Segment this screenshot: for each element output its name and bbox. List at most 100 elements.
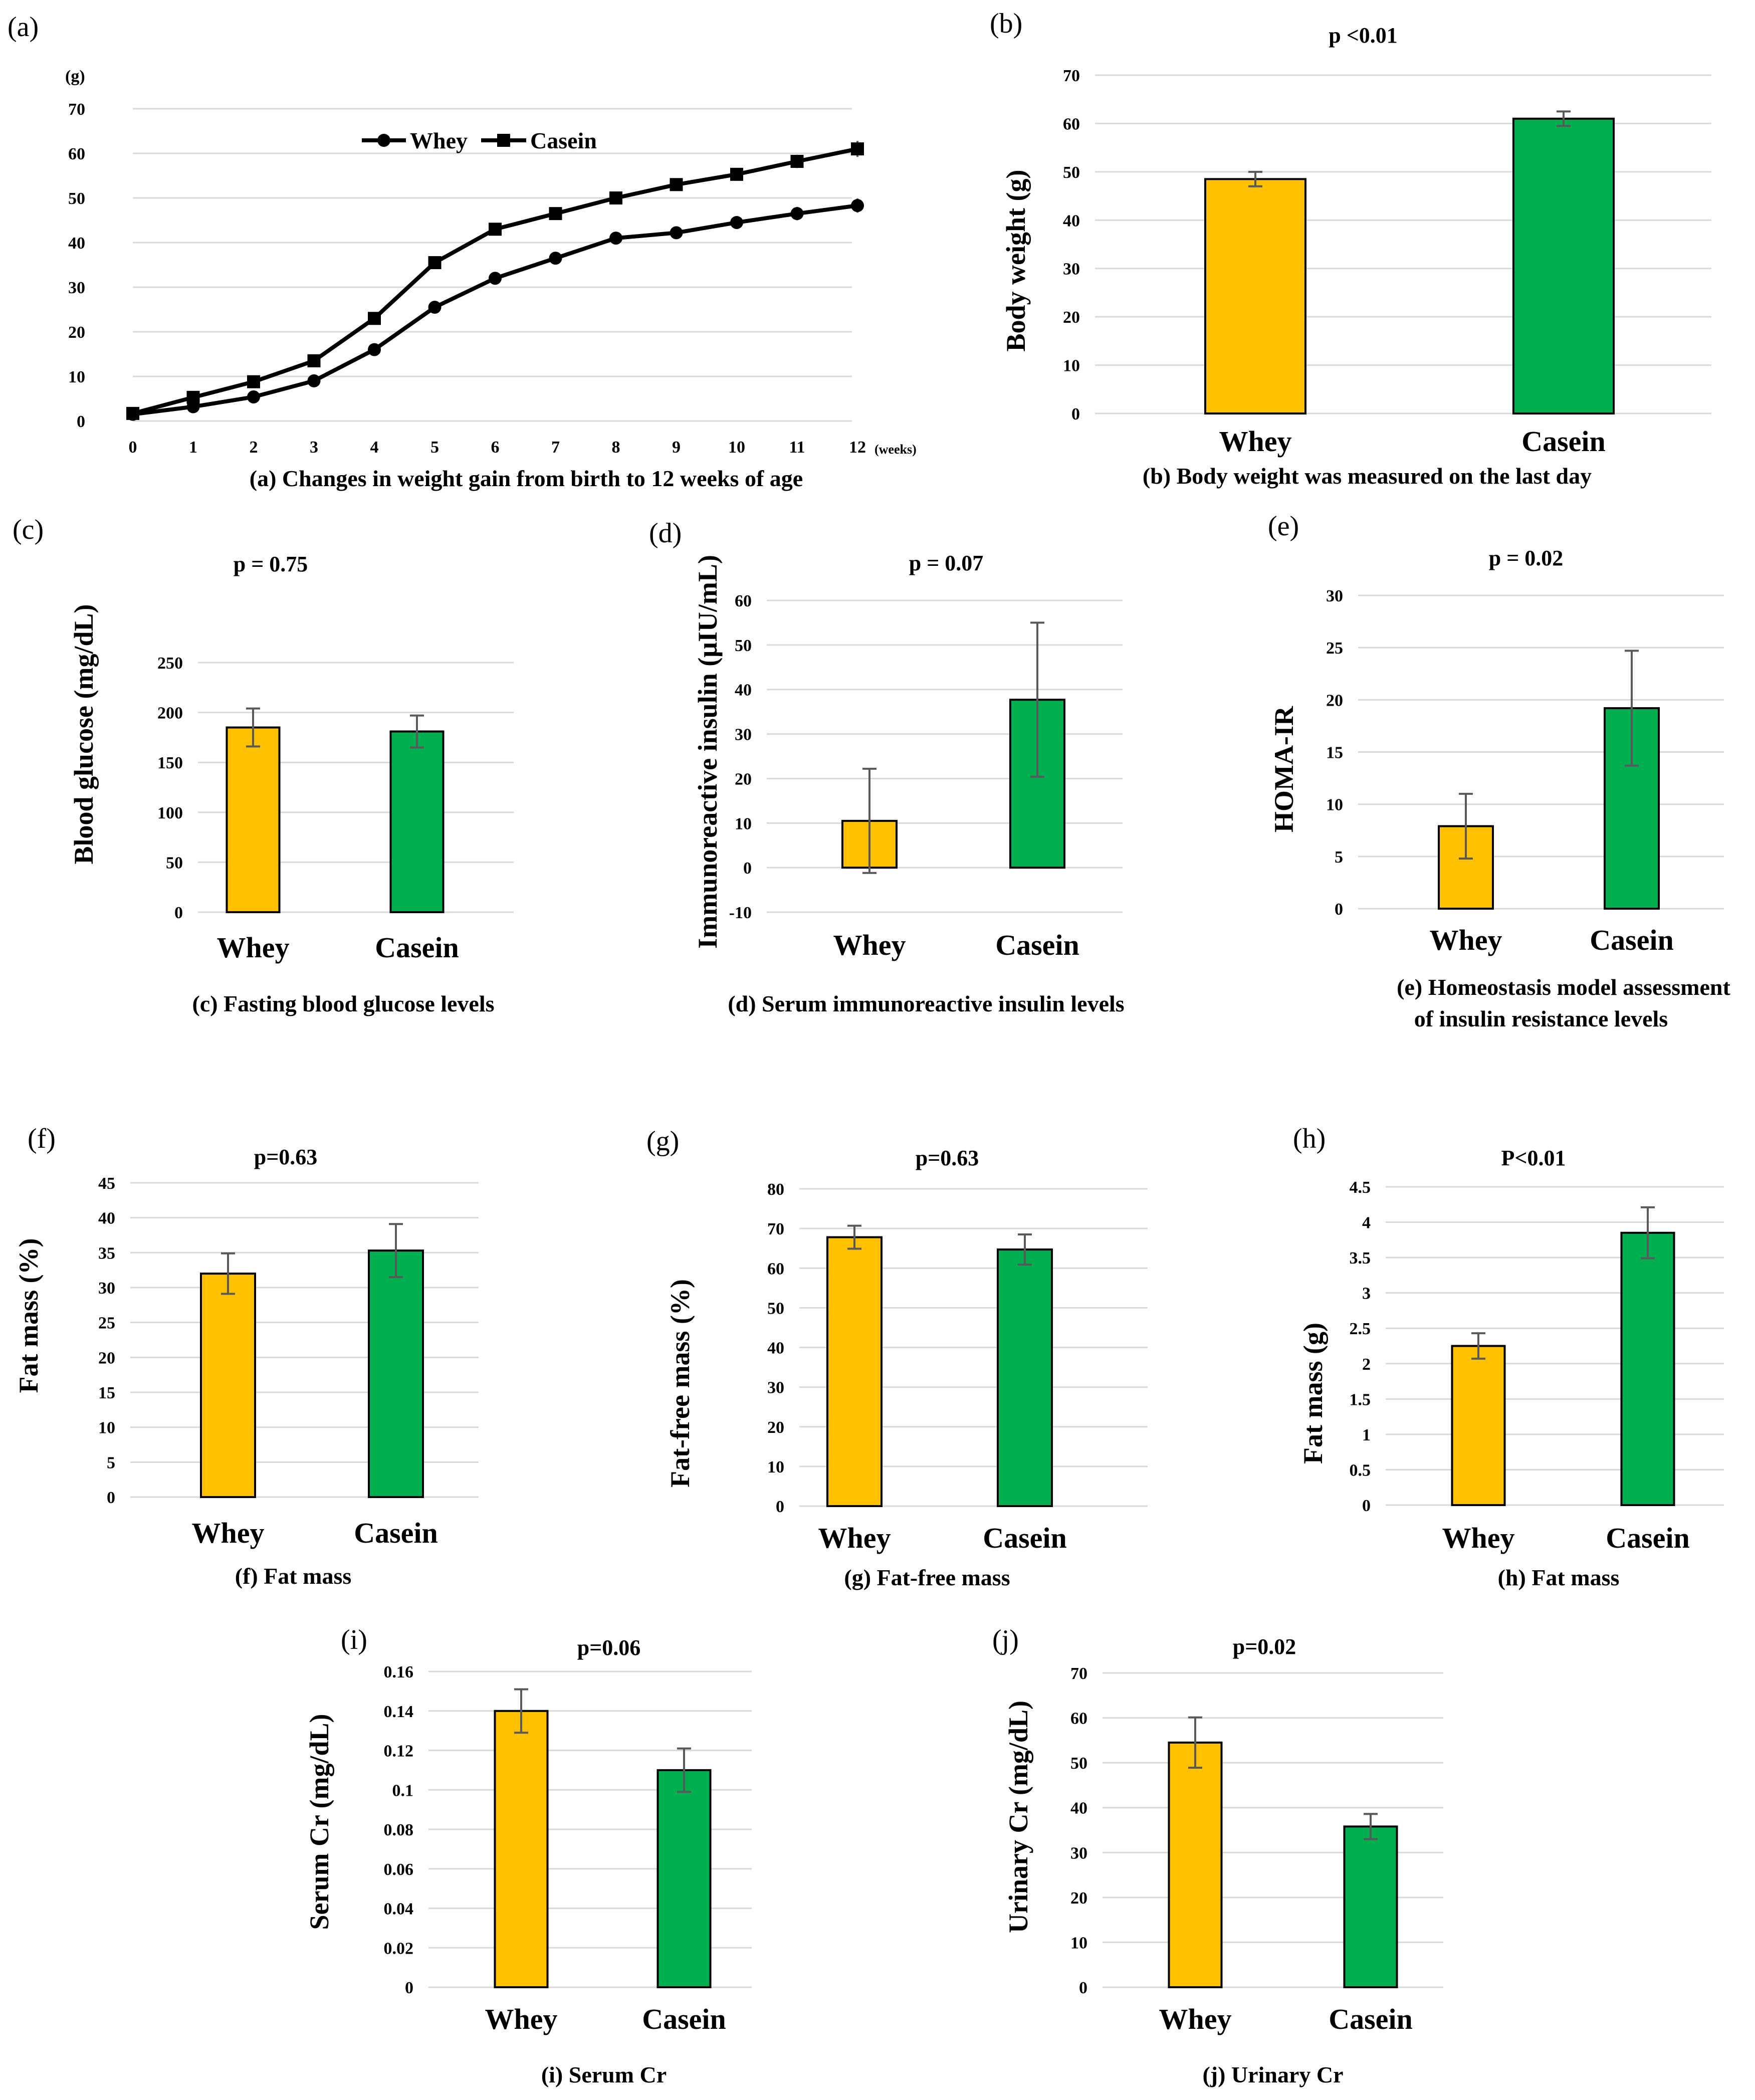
category-label: Casein [1329,2003,1413,2035]
caption: (c) Fasting blood glucose levels [192,991,494,1016]
y-tick-label: 0 [174,904,183,922]
y-tick-label: 30 [1063,260,1080,279]
y-tick-label: 15 [1326,744,1343,762]
y-tick-label: 0 [107,1489,115,1507]
panel-d: (d) p = 0.07 -10 0 10 20 30 40 50 60 Immunoreactiv… [649,518,1125,1016]
y-tick-label: 10 [735,814,752,833]
y-tick-label: 0.14 [384,1703,414,1721]
y-tick-label: 25 [1326,639,1343,658]
panel-b: (b) p <0.01 0 10 20 30 40 50 60 70 Body weight (g)… [990,8,1711,489]
bar-whey [226,726,281,913]
data-point [609,191,622,204]
data-point [368,343,381,356]
y-tick-label: 0.08 [384,1821,414,1839]
bar-casein [1512,117,1615,415]
category-label: Whey [818,1522,891,1554]
caption: (g) Fat-free mass [844,1565,1010,1590]
category-label: Whey [1430,924,1502,956]
x-tick-label: 7 [551,438,560,457]
panel-j: (j) p=0.02 0 10 20 30 40 50 60 70 Urinary Cr (mg/d… [992,1624,1443,2087]
category-label: Whey [1159,2003,1232,2035]
y-tick-label: 4 [1362,1214,1371,1232]
data-point [186,390,200,404]
category-label: Casein [642,2003,726,2035]
y-tick-label: 45 [98,1174,115,1193]
y-tick-label: 250 [157,654,183,673]
panel-i: (i) p=0.06 0 0.02 0.04 0.06 0.08 0.1 0.12 0.14 0.1… [304,1624,752,2087]
data-point [428,256,442,270]
y-tick-label: 0 [1362,1497,1371,1515]
y-unit-label: (g) [65,67,85,86]
x-tick-label: 2 [250,438,258,457]
category-label: Casein [1606,1522,1690,1554]
p-value: p=0.06 [577,1635,641,1660]
y-tick-label: 100 [157,804,183,822]
bar-whey [1451,1345,1506,1506]
y-tick-label: 50 [735,637,752,655]
y-axis-title: Fat mass (%) [14,1238,44,1393]
y-tick-label: 2.5 [1350,1320,1371,1338]
bar-whey [494,1710,549,1988]
y-tick-label: 30 [98,1279,115,1298]
y-tick-label: 4.5 [1350,1178,1371,1197]
y-tick-label: 0.12 [384,1742,414,1761]
caption: (f) Fat mass [235,1563,352,1589]
caption: (d) Serum immunoreactive insulin levels [728,991,1124,1016]
category-label: Casein [354,1517,438,1549]
panel-label: (e) [1268,511,1299,542]
y-tick-label: 2 [1362,1355,1371,1374]
y-axis-title: Fat mass (g) [1298,1323,1328,1464]
data-point [307,374,321,387]
data-point [730,167,743,181]
x-tick-label: 5 [430,438,439,457]
y-axis-title: HOMA-IR [1269,706,1299,832]
caption-line-2: of insulin resistance levels [1414,1006,1668,1031]
panel-e: (e) p = 0.02 0 5 10 15 20 25 30 HOMA-IR Whey Casein… [1268,511,1730,1031]
y-tick-label: 20 [735,770,752,788]
category-label: Whey [485,2003,558,2035]
y-tick-label: 25 [98,1314,115,1333]
p-value: p <0.01 [1329,23,1398,48]
y-tick-label: 0 [77,412,85,431]
panel-label: (h) [1293,1123,1326,1154]
y-axis-title: Serum Cr (mg/dL) [304,1714,334,1930]
bar-casein [368,1249,424,1498]
p-value: p=0.02 [1233,1634,1296,1659]
x-tick-label: 9 [672,438,681,457]
y-tick-label: 0.16 [384,1663,414,1682]
y-tick-label: 1.5 [1350,1390,1371,1409]
category-label: Whey [192,1517,265,1549]
legend-label: Casein [530,128,597,153]
y-tick-label: 20 [98,1349,115,1367]
caption: (b) Body weight was measured on the last… [1143,463,1592,489]
y-tick-label: 30 [68,279,85,297]
y-tick-label: 30 [735,726,752,744]
y-tick-label: 20 [1063,308,1080,327]
bar-casein [997,1248,1053,1508]
x-tick-label: 0 [129,438,137,457]
category-label: Casein [375,931,459,964]
x-unit-label: (weeks) [874,442,917,457]
legend: Whey Casein [362,128,597,153]
y-tick-label: 60 [68,145,85,163]
y-tick-label: 0.06 [384,1860,414,1879]
y-tick-label: 30 [1070,1844,1087,1862]
y-tick-label: 0.5 [1350,1461,1371,1480]
y-tick-label: 0 [1071,405,1080,424]
y-tick-label: 60 [735,592,752,610]
data-point [428,301,442,314]
category-label: Whey [1219,425,1292,458]
y-tick-label: 50 [1063,163,1080,182]
category-label: Whey [217,931,290,964]
panel-label: (j) [992,1624,1019,1655]
y-tick-label: 35 [98,1244,115,1263]
data-point [549,252,562,265]
y-tick-label: 40 [1063,212,1080,230]
panel-g: (g) p=0.63 0 10 20 30 40 50 60 70 80 Fat-free mass … [646,1126,1148,1590]
p-value: p=0.63 [916,1146,979,1170]
data-point [670,178,683,191]
bar-whey [1204,178,1306,414]
panel-c: (c) p = 0.75 0 50 100 150 200 250 Blood glucose … [13,514,514,1016]
y-tick-label: 40 [98,1209,115,1228]
